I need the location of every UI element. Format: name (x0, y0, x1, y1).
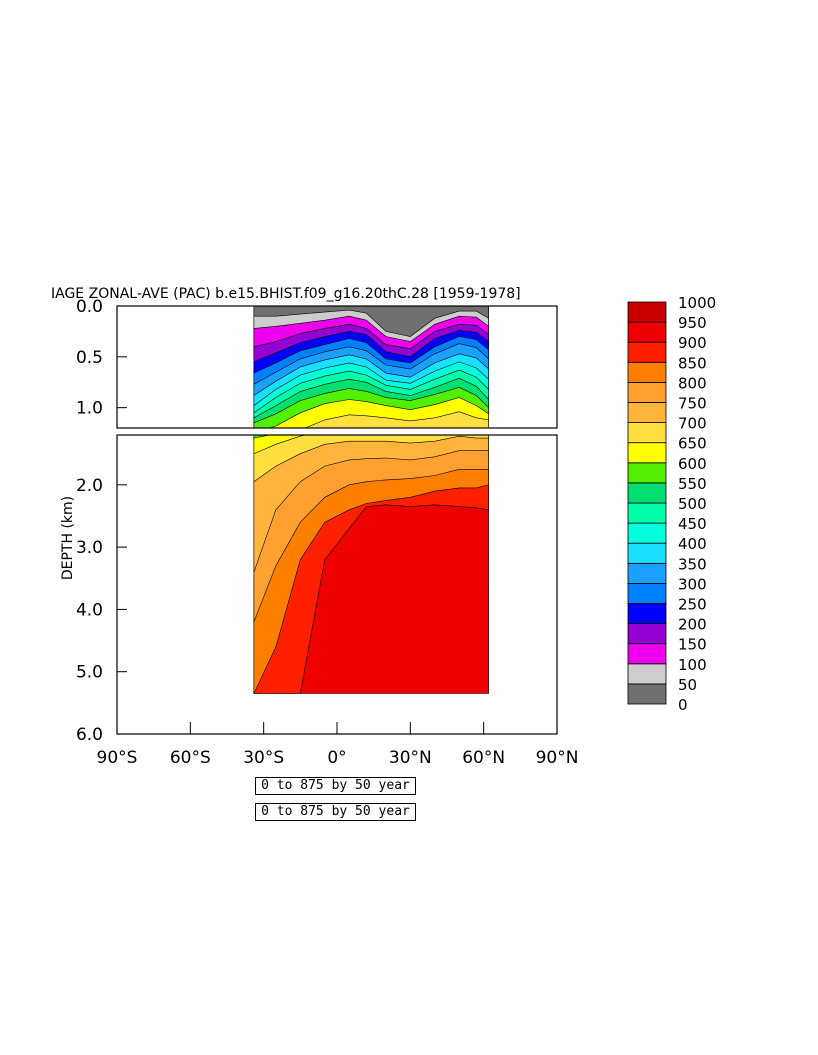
colorbar-swatch (627, 663, 667, 685)
lower-band-12 (253, 435, 489, 455)
colorbar-label: 650 (678, 435, 707, 453)
colorbar-label: 300 (678, 575, 707, 593)
info-box-2: 0 to 875 by 50 year (255, 803, 416, 821)
lower-band-14 (253, 435, 489, 573)
colorbar-swatch (627, 402, 667, 424)
lower-y-tick-label: 3.0 (76, 538, 103, 558)
colorbar-label: 350 (678, 555, 707, 573)
upper-y-tick-label: 1.0 (76, 399, 103, 419)
colorbar-swatch (627, 623, 667, 645)
colorbar-swatch (627, 321, 667, 343)
y-axis-label: DEPTH (km) (60, 496, 76, 580)
colorbar-label: 550 (678, 475, 707, 493)
info-box-1: 0 to 875 by 50 year (255, 777, 416, 795)
upper-panel-frame (116, 305, 558, 429)
colorbar-swatch (627, 462, 667, 484)
colorbar-label: 850 (678, 354, 707, 372)
colorbar-label: 900 (678, 334, 707, 352)
x-tick-label: 90°S (97, 748, 138, 768)
x-tick-label: 30°N (389, 748, 432, 768)
colorbar-swatch (627, 381, 667, 403)
lower-panel-plot (253, 435, 489, 694)
colorbar-label: 150 (678, 636, 707, 654)
colorbar-swatch (627, 361, 667, 383)
colorbar-label: 800 (678, 374, 707, 392)
colorbar-swatch (627, 683, 667, 705)
colorbar-legend: 1000950900850800750700650600550500450400… (627, 294, 716, 714)
x-tick-label: 60°N (462, 748, 505, 768)
colorbar-swatch (627, 482, 667, 504)
colorbar-label: 0 (678, 696, 688, 714)
lower-y-tick-label: 4.0 (76, 600, 103, 620)
upper-band-0 (253, 306, 489, 337)
colorbar-swatch (627, 522, 667, 544)
colorbar-label: 600 (678, 455, 707, 473)
x-axis: 90°S 60°S 30°S 0° 30°N 60°N 90°N (97, 722, 579, 768)
lower-y-tick-label: 6.0 (76, 725, 103, 745)
upper-panel-plot (253, 306, 489, 428)
colorbar-swatch (627, 542, 667, 564)
x-tick-label: 0° (327, 748, 346, 768)
colorbar-swatch (627, 341, 667, 363)
colorbar-label: 450 (678, 515, 707, 533)
colorbar-label: 500 (678, 495, 707, 513)
upper-panel-y-axis: 0.0 0.5 1.0 (76, 297, 127, 419)
colorbar-label: 200 (678, 616, 707, 634)
x-tick-label: 90°N (536, 748, 579, 768)
upper-y-tick-label: 0.0 (76, 297, 103, 317)
colorbar-swatch (627, 502, 667, 524)
colorbar-swatch (627, 562, 667, 584)
lower-y-tick-label: 2.0 (76, 476, 103, 496)
colorbar-label: 100 (678, 656, 707, 674)
colorbar-swatch (627, 442, 667, 464)
colorbar-label: 700 (678, 415, 707, 433)
lower-band-13 (253, 435, 489, 483)
colorbar-label: 50 (678, 676, 697, 694)
lower-band-15 (253, 435, 489, 623)
colorbar-label: 950 (678, 314, 707, 332)
colorbar-swatch (627, 422, 667, 444)
colorbar-label: 1000 (678, 294, 716, 312)
x-tick-label: 60°S (170, 748, 211, 768)
colorbar-label: 750 (678, 395, 707, 413)
upper-y-tick-label: 0.5 (76, 348, 103, 368)
colorbar-label: 250 (678, 596, 707, 614)
colorbar-swatch (627, 583, 667, 604)
colorbar-swatch (627, 643, 667, 665)
lower-y-tick-label: 5.0 (76, 663, 103, 683)
colorbar-label: 400 (678, 535, 707, 553)
colorbar-swatch (627, 603, 667, 625)
x-tick-label: 30°S (243, 748, 284, 768)
lower-panel-y-axis: 2.0 3.0 4.0 5.0 6.0 (76, 476, 127, 745)
chart-title: IAGE ZONAL-AVE (PAC) b.e15.BHIST.f09_g16… (51, 286, 521, 302)
colorbar-swatch (627, 301, 667, 323)
